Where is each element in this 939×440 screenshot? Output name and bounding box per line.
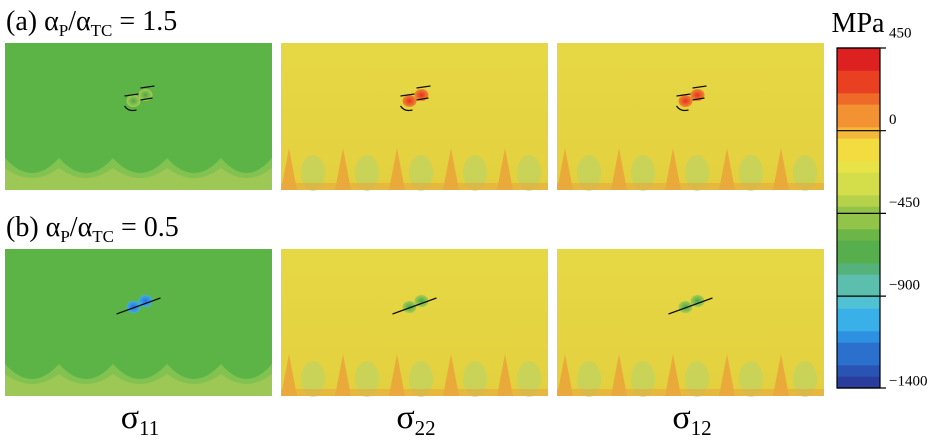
contour-panel — [281, 249, 548, 397]
colorbar-band — [837, 252, 880, 264]
colorbar-band — [837, 173, 880, 185]
colorbar-tick-label: −900 — [889, 278, 920, 294]
colorbar-band — [837, 297, 880, 309]
colorbar-band — [837, 105, 880, 117]
colorbar-tick-label: −450 — [889, 195, 920, 211]
inclusion — [403, 95, 417, 107]
colorbar-band — [837, 71, 880, 83]
row-label-part: = 1.5 — [112, 6, 177, 37]
contour-panel — [5, 249, 272, 396]
colorbar-band — [837, 59, 880, 71]
column-label-symbol: σ — [396, 399, 414, 436]
figure: (a) αP/αTC = 1.5(b) αP/αTC = 0.5σ11σ22σ1… — [0, 0, 939, 440]
colorbar-band — [837, 139, 880, 151]
colorbar-band — [837, 354, 880, 366]
row-label-part: /α — [68, 6, 91, 37]
colorbar-band — [837, 275, 880, 287]
row-label: (b) αP/αTC = 0.5 — [6, 212, 179, 246]
contour-panel — [557, 249, 824, 397]
colorbar-band — [837, 218, 880, 230]
colorbar-tick-label: 0 — [889, 112, 897, 128]
colorbar-band — [837, 365, 880, 377]
row-label: (a) αP/αTC = 1.5 — [6, 6, 177, 40]
column-label: σ12 — [672, 399, 711, 440]
colorbar-band — [837, 161, 880, 173]
row-label-part: /α — [70, 212, 93, 243]
inclusion — [403, 301, 417, 313]
colorbar-band — [837, 241, 880, 253]
panel-substrate — [557, 183, 824, 190]
row-label-part: (b) α — [6, 212, 61, 243]
colorbar-band — [837, 320, 880, 332]
row-label-subscript: P — [59, 21, 68, 40]
panel-substrate — [281, 389, 548, 396]
colorbar-band — [837, 127, 880, 139]
column-label-subscript: 11 — [139, 416, 159, 440]
inclusion — [127, 95, 141, 107]
colorbar-tick-label: −1400 — [889, 373, 927, 389]
panel-substrate — [281, 183, 548, 190]
column-label: σ11 — [121, 399, 160, 440]
colorbar-band — [837, 263, 880, 275]
column-label-symbol: σ — [121, 399, 139, 436]
column-label: σ22 — [396, 399, 435, 440]
contour-panel — [281, 43, 548, 191]
row-label-subscript: TC — [91, 21, 113, 40]
panel-substrate — [557, 389, 824, 396]
inclusion — [679, 95, 693, 107]
colorbar-band — [837, 377, 880, 389]
row-label-subscript: TC — [92, 227, 114, 246]
panel-field — [5, 43, 272, 190]
row-label-part: (a) α — [6, 6, 59, 37]
colorbar-band — [837, 331, 880, 343]
column-label-subscript: 12 — [691, 416, 712, 440]
contour-panel — [557, 43, 824, 191]
colorbar-band — [837, 93, 880, 105]
colorbar-band — [837, 116, 880, 128]
colorbar-band — [837, 309, 880, 321]
colorbar-band — [837, 343, 880, 355]
colorbar-band — [837, 150, 880, 162]
colorbar-band — [837, 207, 880, 219]
colorbar-tick-label: 450 — [889, 25, 912, 41]
colorbar-band — [837, 48, 880, 60]
colorbar-band — [837, 184, 880, 196]
panel-field — [5, 249, 272, 396]
row-label-part: = 0.5 — [114, 212, 179, 243]
column-label-symbol: σ — [672, 399, 690, 436]
contour-panel — [5, 43, 272, 190]
colorbar-band — [837, 195, 880, 207]
colorbar-band — [837, 82, 880, 94]
inclusion — [127, 301, 141, 313]
row-label-subscript: P — [60, 227, 69, 246]
colorbar-band — [837, 229, 880, 241]
inclusion — [679, 301, 693, 313]
colorbar-unit: MPa — [832, 8, 885, 39]
column-label-subscript: 22 — [415, 416, 436, 440]
